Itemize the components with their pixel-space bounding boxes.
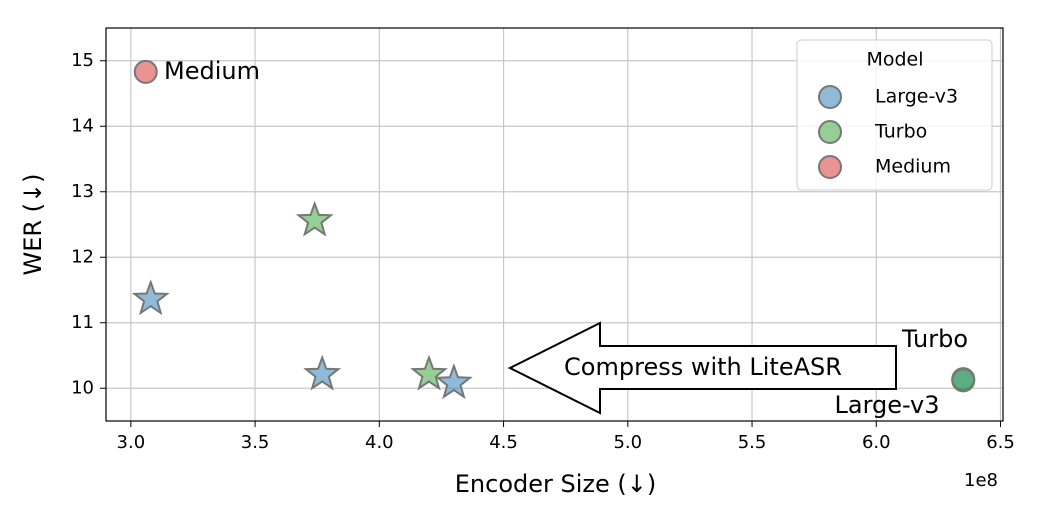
star-point — [434, 363, 473, 400]
annotation: Compress with LiteASR — [564, 353, 842, 381]
star-point — [303, 354, 342, 391]
legend-label: Medium — [875, 156, 951, 178]
y-tick-label: 14 — [71, 115, 94, 136]
star-point — [410, 354, 448, 391]
legend-label: Large-v3 — [875, 86, 958, 108]
x-tick-label: 5.5 — [738, 432, 767, 453]
legend-title: Model — [866, 49, 923, 71]
x-tick-label: 4.0 — [365, 432, 394, 453]
x-offset-label: 1e8 — [964, 470, 998, 491]
legend-marker — [818, 120, 842, 144]
legend-box — [796, 39, 993, 191]
x-tick-label: 3.5 — [241, 432, 270, 453]
x-tick-label: 6.5 — [986, 432, 1015, 453]
x-axis-label: Encoder Size (↓) — [455, 470, 656, 498]
legend-marker — [818, 155, 842, 179]
annotation: Medium — [164, 57, 260, 85]
legend: Model Large-v3 Turbo Medium — [796, 39, 993, 191]
x-tick-label: 4.5 — [489, 432, 518, 453]
annotation: Large-v3 — [834, 391, 939, 419]
star-point — [131, 279, 170, 316]
y-tick-label: 12 — [71, 246, 94, 267]
x-tick-label: 6.0 — [862, 432, 891, 453]
y-axis-label: WER (↓) — [19, 173, 47, 275]
circle-point — [133, 59, 158, 84]
legend-label: Turbo — [874, 121, 927, 143]
x-tick-label: 5.0 — [613, 432, 642, 453]
legend-marker — [818, 85, 842, 109]
compress-arrow — [507, 321, 897, 415]
y-tick-label: 15 — [71, 50, 94, 71]
star-point — [295, 200, 334, 237]
y-tick-label: 11 — [71, 312, 94, 333]
circle-point — [951, 368, 976, 393]
y-tick-label: 10 — [71, 377, 94, 398]
y-tick-label: 13 — [71, 181, 94, 202]
x-tick-label: 3.0 — [117, 432, 146, 453]
plot-frame — [105, 27, 1004, 422]
annotation: Turbo — [901, 325, 968, 353]
